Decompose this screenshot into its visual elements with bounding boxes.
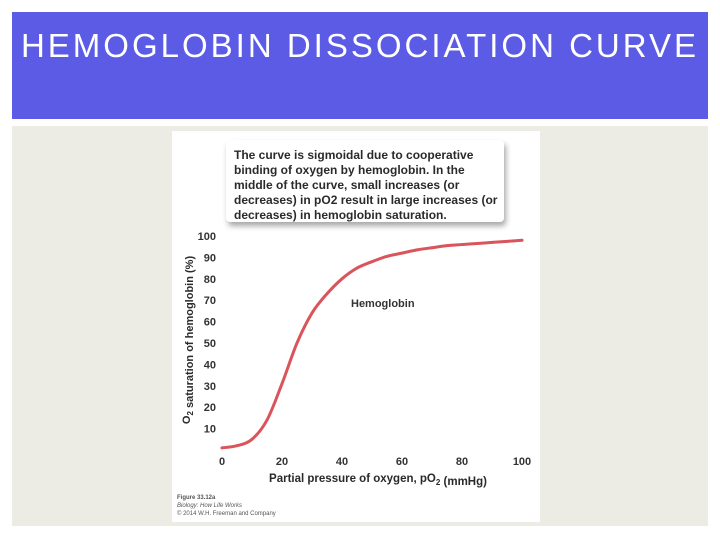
series-label: Hemoglobin bbox=[351, 298, 415, 310]
x-tick-label: 80 bbox=[456, 456, 468, 468]
curve-point bbox=[340, 277, 344, 281]
y-axis-label: O2 saturation of hemoglobin (%) bbox=[181, 256, 196, 425]
y-tick-label: 70 bbox=[204, 295, 216, 307]
caption-copyright: © 2014 W.H. Freeman and Company bbox=[177, 511, 276, 517]
y-tick-label: 40 bbox=[204, 359, 216, 371]
x-tick-label: 0 bbox=[219, 456, 225, 468]
x-tick-label: 40 bbox=[336, 456, 348, 468]
curve-point bbox=[430, 246, 434, 250]
hemoglobin-curve bbox=[220, 238, 524, 450]
curve-point bbox=[295, 341, 299, 345]
curve-point bbox=[460, 243, 464, 246]
curve-point bbox=[325, 292, 329, 296]
caption-book: Biology: How Life Works bbox=[177, 503, 243, 509]
callout-text: The curve is sigmoidal due to cooperativ… bbox=[234, 148, 498, 222]
curve-point bbox=[400, 251, 404, 255]
x-tick-label: 100 bbox=[513, 456, 531, 468]
y-tick-label: 10 bbox=[204, 424, 216, 436]
curve-point bbox=[490, 241, 494, 244]
x-axis-label: Partial pressure of oxygen, pO2 (mmHg) bbox=[269, 473, 487, 488]
y-tick-labels: 10 20 30 40 50 60 70 80 90 100 bbox=[198, 231, 216, 436]
title-bar: HEMOGLOBIN DISSOCIATION CURVE bbox=[12, 12, 708, 119]
slide-title: HEMOGLOBIN DISSOCIATION CURVE bbox=[20, 27, 700, 64]
curve-point bbox=[220, 446, 224, 450]
curve-point bbox=[505, 239, 509, 243]
y-tick-label: 30 bbox=[204, 381, 216, 393]
curve-point bbox=[445, 244, 449, 248]
curve-points bbox=[220, 238, 524, 450]
curve-point bbox=[310, 311, 314, 315]
callout-box: The curve is sigmoidal due to cooperativ… bbox=[226, 140, 504, 222]
curve-point bbox=[370, 260, 374, 264]
curve-point bbox=[250, 437, 254, 441]
figure-caption: Figure 33.12a Biology: How Life Works © … bbox=[177, 494, 276, 518]
curve-point bbox=[475, 242, 479, 245]
caption-figure: Figure 33.12a bbox=[177, 495, 216, 501]
x-tick-label: 20 bbox=[276, 456, 288, 468]
y-tick-label: 80 bbox=[204, 274, 216, 286]
x-tick-label: 60 bbox=[396, 456, 408, 468]
y-tick-label: 20 bbox=[204, 402, 216, 414]
x-tick-labels: 0 20 40 60 80 100 bbox=[219, 456, 531, 468]
y-tick-label: 90 bbox=[204, 252, 216, 264]
curve-point bbox=[520, 238, 524, 242]
y-tick-label: 100 bbox=[198, 231, 216, 243]
y-tick-label: 60 bbox=[204, 317, 216, 329]
curve-point bbox=[355, 266, 359, 270]
y-tick-label: 50 bbox=[204, 338, 216, 350]
curve-point bbox=[280, 382, 284, 386]
curve-point bbox=[235, 444, 239, 448]
curve-point bbox=[385, 254, 389, 258]
curve-point bbox=[415, 248, 419, 252]
curve-point bbox=[265, 418, 269, 422]
